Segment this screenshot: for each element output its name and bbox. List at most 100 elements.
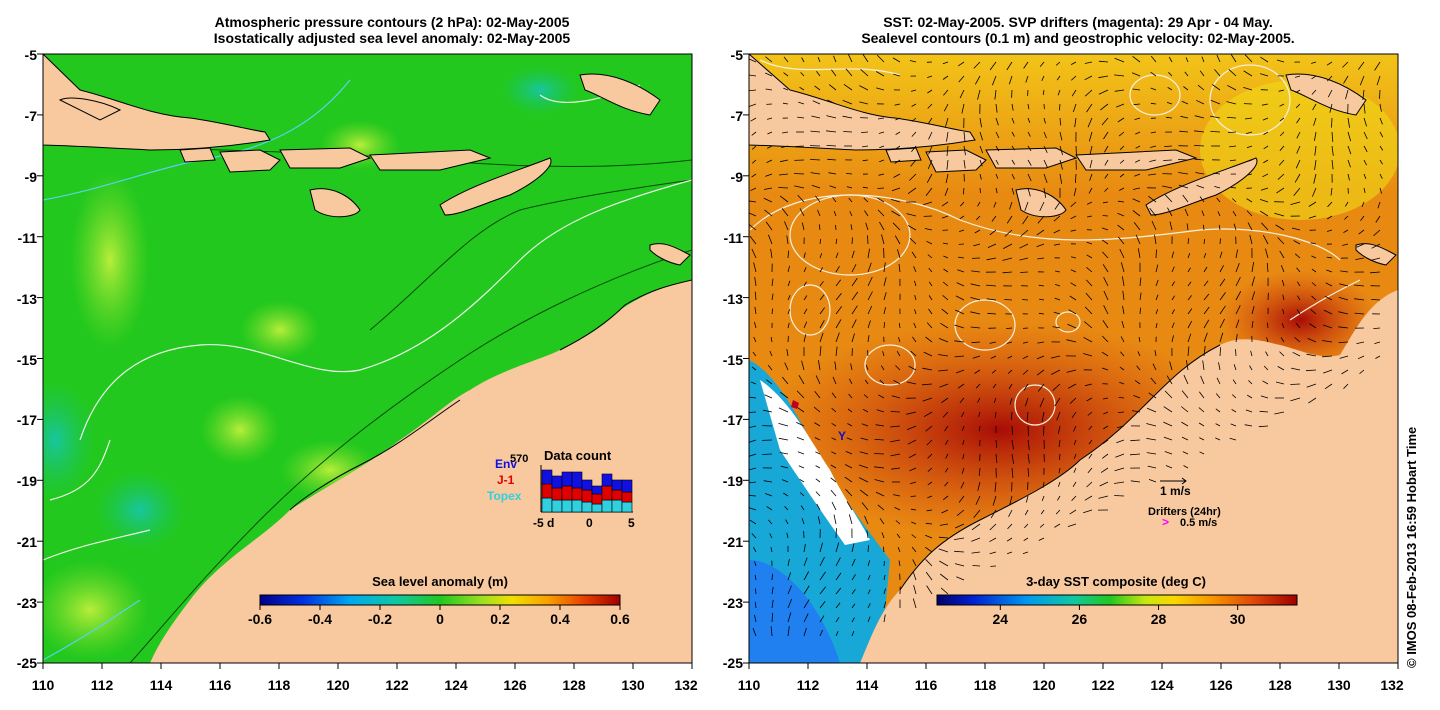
velocity-vector [911,103,917,107]
velocity-vector [978,467,981,477]
velocity-vector [851,574,856,581]
velocity-vector [1235,263,1240,273]
velocity-vector [927,103,933,109]
velocity-vector [1155,309,1159,315]
velocity-vector [851,543,855,553]
velocity-vector [1324,295,1333,301]
velocity-vector [1098,89,1109,95]
velocity-vector [768,519,773,525]
velocity-vector [925,559,933,567]
velocity-vector [1070,282,1077,287]
velocity-vector [909,60,917,63]
velocity-vector [1022,341,1029,344]
velocity-vector [1041,411,1045,422]
velocity-vector [1218,362,1221,371]
velocity-vector [1009,495,1013,505]
velocity-vector [835,306,843,315]
velocity-vector [793,173,805,175]
velocity-vector [787,585,792,595]
velocity-vector [787,612,792,623]
velocity-vector [909,238,917,245]
velocity-vector [864,210,869,217]
velocity-vector [749,439,757,443]
velocity-vector [1006,537,1013,542]
velocity-vector [803,281,807,287]
velocity-vector [1274,212,1285,217]
velocity-vector [1210,115,1221,119]
velocity-vector [751,131,757,136]
velocity-vector [972,355,981,359]
velocity-vector [975,383,981,389]
velocity-vector [883,307,886,315]
velocity-vector [1171,322,1175,329]
velocity-vector [1310,242,1317,245]
velocity-vector [1187,252,1191,259]
velocity-vector [851,250,855,259]
velocity-vector [1114,89,1125,92]
velocity-vector [1007,369,1013,374]
velocity-vector [954,355,965,358]
velocity-vector [1084,306,1093,315]
velocity-vector [1183,465,1189,469]
velocity-vector [1312,103,1317,111]
velocity-vector [1011,425,1013,435]
velocity-vector [1150,377,1157,385]
velocity-vector [1203,293,1210,301]
velocity-vector [1259,199,1269,203]
velocity-vector [829,185,837,189]
velocity-vector [942,242,949,245]
velocity-vector [1023,383,1029,391]
colorbar-tick-label: -0.6 [248,611,272,627]
velocity-vector [1119,249,1125,259]
velocity-vector [1323,309,1333,315]
velocity-vector [835,631,839,637]
velocity-vector [1374,61,1381,71]
inset-x-tick: 0 [586,516,593,530]
inset-bar-segment [541,483,553,499]
velocity-vector [989,523,997,531]
velocity-vector [1066,369,1077,373]
velocity-vector [1022,355,1029,360]
velocity-vector [962,439,965,446]
velocity-vector [1247,222,1253,231]
velocity-vector [867,545,869,553]
velocity-vector [1069,295,1077,301]
velocity-vector [1279,351,1285,357]
velocity-vector [766,117,773,120]
velocity-vector [924,228,933,231]
velocity-vector [843,83,853,91]
velocity-vector [810,130,821,133]
velocity-vector [877,209,885,217]
velocity-vector [1181,100,1189,105]
velocity-vector [762,453,773,455]
velocity-vector [1089,159,1093,169]
velocity-vector [974,369,981,374]
velocity-vector [842,115,853,119]
velocity-vector [925,571,933,581]
velocity-vector [989,229,997,236]
velocity-vector [978,425,981,432]
sla-contour [43,529,151,561]
velocity-vector [749,411,757,413]
velocity-vector [1262,380,1269,385]
velocity-vector [1086,241,1093,245]
velocity-vector [927,481,933,486]
velocity-vector [1102,397,1109,400]
velocity-vector [1163,406,1173,413]
velocity-vector [1180,115,1189,119]
velocity-vector [957,269,965,273]
velocity-vector [763,187,773,190]
velocity-vector [1027,481,1029,490]
right-x-tick: 110 [738,677,761,693]
velocity-vector [778,437,789,441]
velocity-vector [925,187,933,197]
velocity-vector [1266,262,1269,273]
velocity-vector [801,57,805,63]
velocity-vector [767,145,773,149]
velocity-vector [816,503,821,511]
velocity-vector [1119,366,1125,371]
velocity-vector [1085,383,1093,387]
velocity-vector [944,187,949,196]
velocity-vector [1136,365,1141,371]
velocity-vector [1291,227,1301,231]
